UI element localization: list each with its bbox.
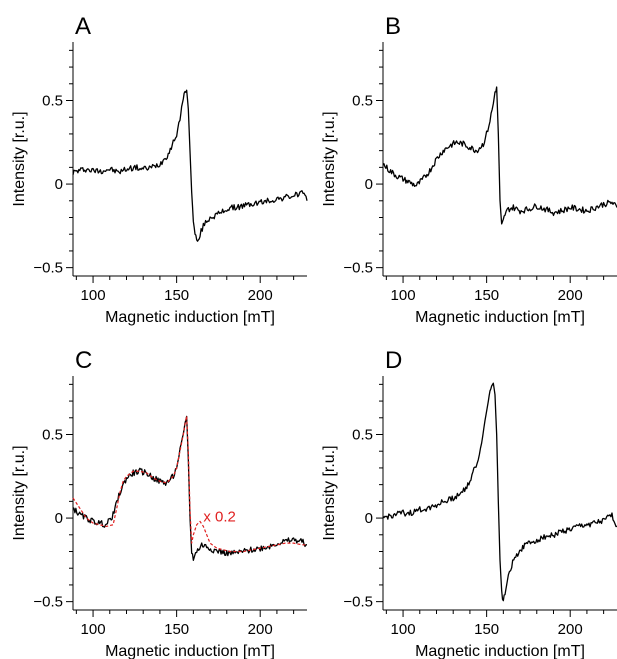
panel-a: A −0.5 0 0.5 100 150 200 Magnetic induction [mT… bbox=[11, 13, 308, 326]
y-axis-label: Intensity [r.u.] bbox=[11, 111, 28, 206]
x-axis-label: Magnetic induction [mT] bbox=[105, 309, 275, 326]
x-tick-label: 100 bbox=[81, 621, 106, 638]
panel-d: D −0.5 0 0.5 100 150 200 Magnetic induction [mT… bbox=[321, 347, 617, 659]
panel-letter: D bbox=[385, 347, 402, 374]
x-tick-label: 150 bbox=[474, 287, 499, 304]
y-tick-label: −0.5 bbox=[343, 594, 373, 611]
y-axis-label: Intensity [r.u.] bbox=[321, 445, 338, 540]
panel-letter: C bbox=[75, 347, 92, 374]
panel-letter: A bbox=[75, 13, 91, 40]
x-tick-label: 200 bbox=[558, 287, 583, 304]
x-tick-label: 100 bbox=[391, 287, 416, 304]
x-tick-label: 150 bbox=[474, 621, 499, 638]
simulated-spectrum-line bbox=[72, 415, 307, 553]
y-tick-label: −0.5 bbox=[343, 260, 373, 277]
y-tick-label: 0.5 bbox=[42, 93, 63, 110]
spectrum-line bbox=[72, 415, 308, 561]
spectrum-line bbox=[382, 86, 617, 225]
y-tick-label: 0 bbox=[55, 510, 63, 527]
y-tick-label: 0 bbox=[55, 176, 63, 193]
x-axis-label: Magnetic induction [mT] bbox=[415, 643, 585, 659]
y-tick-label: −0.5 bbox=[33, 594, 63, 611]
y-tick-label: 0.5 bbox=[352, 427, 373, 444]
y-tick-label: 0.5 bbox=[42, 427, 63, 444]
y-tick-label: 0 bbox=[365, 176, 373, 193]
y-axis-label: Intensity [r.u.] bbox=[11, 445, 28, 540]
panel-letter: B bbox=[385, 13, 401, 40]
spectrum-line bbox=[382, 382, 617, 602]
y-tick-label: −0.5 bbox=[33, 260, 63, 277]
x-axis-label: Magnetic induction [mT] bbox=[105, 643, 275, 659]
x-tick-label: 200 bbox=[248, 621, 273, 638]
panel-c: C −0.5 0 0.5 100 150 200 Magnetic induction [mT… bbox=[11, 347, 308, 659]
y-axis-label: Intensity [r.u.] bbox=[321, 111, 338, 206]
scale-annotation: x 0.2 bbox=[203, 508, 236, 525]
x-tick-label: 150 bbox=[164, 621, 189, 638]
x-tick-label: 150 bbox=[164, 287, 189, 304]
x-tick-label: 100 bbox=[391, 621, 416, 638]
x-tick-label: 100 bbox=[81, 287, 106, 304]
spectrum-line bbox=[72, 89, 308, 242]
x-tick-label: 200 bbox=[558, 621, 583, 638]
x-tick-label: 200 bbox=[248, 287, 273, 304]
y-tick-label: 0.5 bbox=[352, 93, 373, 110]
x-axis-label: Magnetic induction [mT] bbox=[415, 309, 585, 326]
y-tick-label: 0 bbox=[365, 510, 373, 527]
panel-b: B −0.5 0 0.5 100 150 200 Magnetic induction [mT… bbox=[321, 13, 617, 326]
